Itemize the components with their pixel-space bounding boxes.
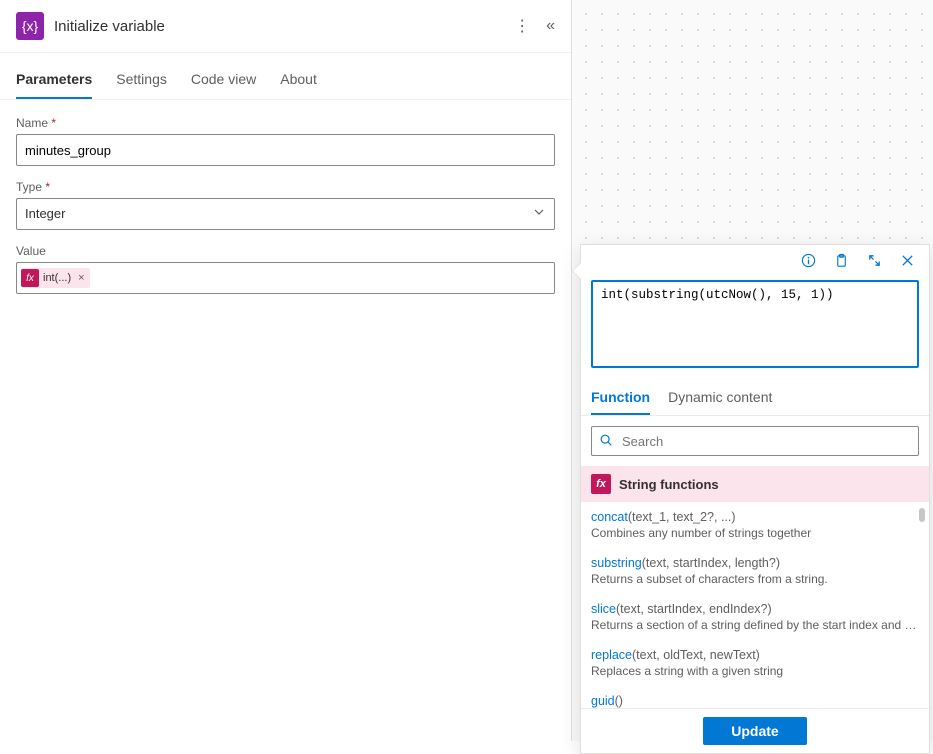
function-description: Combines any number of strings together <box>591 526 919 540</box>
tab-code-view[interactable]: Code view <box>191 61 256 99</box>
more-menu-icon[interactable]: ⋮ <box>514 16 530 36</box>
config-tabs: Parameters Settings Code view About <box>0 61 571 100</box>
function-item-replace[interactable]: replace(text, oldText, newText) Replaces… <box>581 640 929 686</box>
value-label: Value <box>16 244 555 258</box>
info-icon[interactable] <box>801 253 816 272</box>
action-title: Initialize variable <box>54 18 514 35</box>
collapse-icon[interactable]: « <box>546 17 555 35</box>
form-body: Name * Type * Integer Value fx int(...) … <box>0 100 571 310</box>
expression-pill[interactable]: fx int(...) × <box>21 268 90 288</box>
name-label: Name * <box>16 116 555 130</box>
function-section-header[interactable]: fx String functions <box>581 466 929 502</box>
tab-parameters[interactable]: Parameters <box>16 61 92 99</box>
value-label-text: Value <box>16 244 46 258</box>
function-search-input[interactable] <box>591 426 919 456</box>
fly-tab-function[interactable]: Function <box>591 381 650 415</box>
function-item-slice[interactable]: slice(text, startIndex, endIndex?) Retur… <box>581 594 929 640</box>
fly-tab-dynamic-content[interactable]: Dynamic content <box>668 381 772 415</box>
panel-header: {x} Initialize variable ⋮ « <box>0 0 571 53</box>
value-input[interactable]: fx int(...) × <box>16 262 555 294</box>
section-title: String functions <box>619 477 719 492</box>
clipboard-icon[interactable] <box>834 253 849 272</box>
search-container <box>591 426 919 456</box>
type-label-text: Type <box>16 180 42 194</box>
search-icon <box>599 433 613 450</box>
function-item-guid[interactable]: guid() Generates a globally unique strin… <box>581 686 929 708</box>
function-signature: guid() <box>591 694 919 708</box>
variable-icon: {x} <box>16 12 44 40</box>
expand-icon[interactable] <box>867 253 882 272</box>
tab-settings[interactable]: Settings <box>116 61 167 99</box>
remove-pill-icon[interactable]: × <box>75 272 87 284</box>
name-input[interactable] <box>16 134 555 166</box>
close-icon[interactable] <box>900 253 915 272</box>
expression-flyout: int(substring(utcNow(), 15, 1)) Function… <box>580 244 930 754</box>
name-label-text: Name <box>16 116 48 130</box>
tab-about[interactable]: About <box>280 61 317 99</box>
function-item-substring[interactable]: substring(text, startIndex, length?) Ret… <box>581 548 929 594</box>
function-list: concat(text_1, text_2?, ...) Combines an… <box>581 502 929 708</box>
function-description: Returns a section of a string defined by… <box>591 618 919 632</box>
function-item-concat[interactable]: concat(text_1, text_2?, ...) Combines an… <box>581 502 929 548</box>
pill-text: int(...) <box>43 272 71 284</box>
function-signature: substring(text, startIndex, length?) <box>591 556 919 570</box>
flyout-toolbar <box>581 245 929 276</box>
required-marker: * <box>51 116 56 130</box>
function-signature: concat(text_1, text_2?, ...) <box>591 510 919 524</box>
function-description: Replaces a string with a given string <box>591 664 919 678</box>
required-marker: * <box>45 180 50 194</box>
type-label: Type * <box>16 180 555 194</box>
flyout-footer: Update <box>581 708 929 753</box>
fx-badge-icon: fx <box>591 474 611 494</box>
header-actions: ⋮ « <box>514 16 555 36</box>
type-select[interactable]: Integer <box>16 198 555 230</box>
scrollbar-thumb[interactable] <box>919 508 925 522</box>
type-select-wrap: Integer <box>16 198 555 230</box>
function-description: Returns a subset of characters from a st… <box>591 572 919 586</box>
function-signature: slice(text, startIndex, endIndex?) <box>591 602 919 616</box>
expression-textarea[interactable]: int(substring(utcNow(), 15, 1)) <box>591 280 919 368</box>
function-signature: replace(text, oldText, newText) <box>591 648 919 662</box>
fx-badge-icon: fx <box>21 269 39 287</box>
flyout-tabs: Function Dynamic content <box>581 381 929 416</box>
flyout-caret <box>573 263 581 279</box>
action-config-panel: {x} Initialize variable ⋮ « Parameters S… <box>0 0 572 741</box>
